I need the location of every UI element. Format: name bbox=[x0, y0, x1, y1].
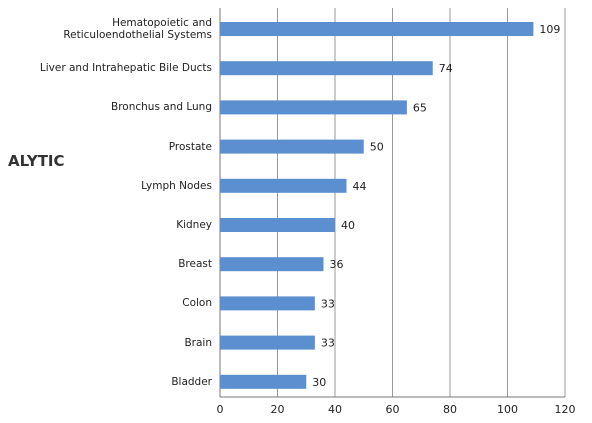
y-tick-label: Kidney bbox=[176, 219, 212, 231]
x-tick-label: 80 bbox=[443, 403, 457, 416]
x-tick-label: 120 bbox=[555, 403, 576, 416]
y-tick-label: Brain bbox=[184, 336, 212, 349]
bar bbox=[220, 100, 407, 115]
y-tick-label: Lymph Nodes bbox=[141, 179, 212, 192]
x-tick-label: 20 bbox=[271, 403, 285, 416]
y-tick-label: Colon bbox=[182, 297, 212, 310]
value-label: 50 bbox=[370, 141, 384, 154]
value-label: 33 bbox=[321, 297, 335, 310]
value-label: 109 bbox=[539, 23, 560, 36]
y-tick-label: Bladder bbox=[171, 375, 212, 388]
value-label: 40 bbox=[341, 219, 355, 232]
value-label: 36 bbox=[330, 258, 344, 271]
bar bbox=[220, 61, 433, 76]
bar bbox=[220, 22, 534, 36]
bar bbox=[220, 257, 324, 272]
y-tick-label: Liver and Intrahepatic Bile Ducts bbox=[39, 62, 212, 75]
value-label: 74 bbox=[439, 62, 453, 75]
value-label: 44 bbox=[353, 180, 367, 193]
value-label: 33 bbox=[321, 337, 335, 350]
bar bbox=[220, 139, 364, 154]
x-tick-label: 0 bbox=[217, 403, 224, 416]
y-tick-label: Hematopoietic and Reticuloendothelial Sy… bbox=[63, 17, 212, 41]
y-tick-label: Bronchus and Lung bbox=[111, 101, 212, 114]
value-label: 65 bbox=[413, 101, 427, 114]
x-tick-label: 60 bbox=[386, 403, 400, 416]
bar bbox=[220, 296, 315, 311]
bar bbox=[220, 374, 307, 389]
value-label: 30 bbox=[312, 376, 326, 389]
y-tick-label: Prostate bbox=[168, 140, 212, 153]
bar bbox=[220, 218, 335, 232]
x-tick-label: 40 bbox=[328, 403, 342, 416]
annotation: ALYTIC bbox=[8, 152, 65, 170]
y-tick-label: Breast bbox=[178, 258, 212, 271]
bar bbox=[220, 335, 315, 350]
bar bbox=[220, 178, 347, 193]
x-tick-label: 100 bbox=[497, 403, 518, 416]
